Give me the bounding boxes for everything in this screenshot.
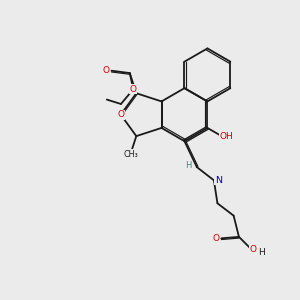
Text: O: O <box>212 234 220 243</box>
Text: H: H <box>185 161 192 170</box>
Text: O: O <box>117 110 124 119</box>
Text: CH₃: CH₃ <box>123 150 138 159</box>
Text: O: O <box>103 66 110 75</box>
Text: N: N <box>215 176 222 185</box>
Text: OH: OH <box>219 132 233 141</box>
Text: H: H <box>258 248 265 257</box>
Text: O: O <box>249 245 256 254</box>
Text: O: O <box>130 85 137 94</box>
